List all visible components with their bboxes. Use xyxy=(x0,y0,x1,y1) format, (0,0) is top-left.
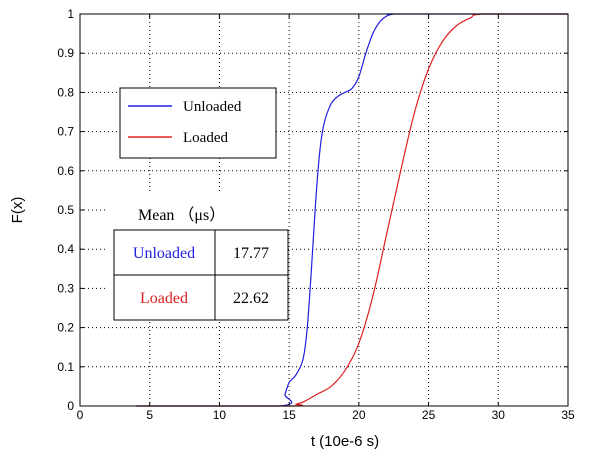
mean-table-background xyxy=(108,194,288,322)
x-tick-label: 30 xyxy=(492,408,506,422)
y-axis-title: F(x) xyxy=(9,197,26,224)
x-axis-title: t (10e-6 s) xyxy=(311,433,379,450)
x-tick-label: 20 xyxy=(352,408,366,422)
mean-table-row-value-loaded: 22.62 xyxy=(233,290,269,307)
mean-table-title: Mean （μs） xyxy=(138,206,225,224)
x-tick-label: 5 xyxy=(146,408,153,422)
legend: Unloaded Loaded xyxy=(119,87,277,159)
x-tick-label: 15 xyxy=(282,408,296,422)
legend-label-unloaded: Unloaded xyxy=(183,99,242,115)
y-tick-label: 0.4 xyxy=(57,242,74,256)
mean-table-row-label-unloaded: Unloaded xyxy=(133,245,195,262)
ticks: 0 5 10 15 20 25 30 35 0 0.1 0.2 0.3 0.4 0.5 0.6 0.7 0.8 0… xyxy=(57,7,575,422)
series-lines xyxy=(135,13,568,407)
y-tick-label: 0.5 xyxy=(57,203,74,217)
y-tick-label: 0.8 xyxy=(57,85,74,99)
x-tick-label: 10 xyxy=(213,408,227,422)
x-tick-label: 0 xyxy=(77,408,84,422)
mean-table-row-value-unloaded: 17.77 xyxy=(233,245,269,262)
series-line-unloaded xyxy=(135,13,568,407)
y-tick-label: 0.7 xyxy=(57,125,74,139)
legend-box xyxy=(119,87,277,159)
y-tick-label: 0.1 xyxy=(57,360,74,374)
y-tick-label: 0.9 xyxy=(57,46,74,60)
legend-label-loaded: Loaded xyxy=(183,130,228,146)
y-tick-label: 0.2 xyxy=(57,321,74,335)
y-tick-label: 0.3 xyxy=(57,281,74,295)
x-tick-label: 25 xyxy=(422,408,436,422)
y-tick-label: 0 xyxy=(67,399,74,413)
mean-table: Mean （μs） Unloaded 17.77 Loaded 22.62 xyxy=(108,194,289,322)
y-tick-label: 0.6 xyxy=(57,164,74,178)
y-tick-label: 1 xyxy=(67,7,74,21)
x-tick-label: 35 xyxy=(561,408,575,422)
series-line-loaded xyxy=(135,13,568,407)
mean-table-row-label-loaded: Loaded xyxy=(140,290,188,307)
